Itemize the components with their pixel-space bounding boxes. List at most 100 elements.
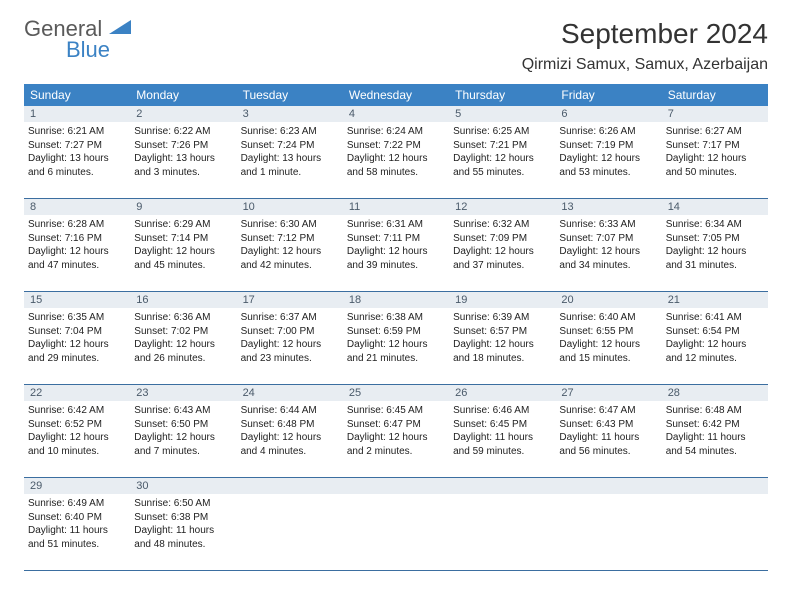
month-title: September 2024 (522, 18, 768, 50)
day-number: 22 (24, 385, 130, 401)
daylight-text: Daylight: 12 hours and 58 minutes. (347, 152, 445, 179)
sunset-text: Sunset: 6:52 PM (28, 418, 126, 432)
sunrise-text: Sunrise: 6:50 AM (134, 497, 232, 511)
daylight-text: Daylight: 12 hours and 42 minutes. (241, 245, 339, 272)
daylight-text: Daylight: 12 hours and 37 minutes. (453, 245, 551, 272)
sunset-text: Sunset: 7:14 PM (134, 232, 232, 246)
sunrise-text: Sunrise: 6:41 AM (666, 311, 764, 325)
sunrise-text: Sunrise: 6:29 AM (134, 218, 232, 232)
day-number: 5 (449, 106, 555, 122)
sunrise-text: Sunrise: 6:42 AM (28, 404, 126, 418)
daylight-text: Daylight: 12 hours and 2 minutes. (347, 431, 445, 458)
sunrise-text: Sunrise: 6:40 AM (559, 311, 657, 325)
calendar-page: General Blue September 2024 Qirmizi Samu… (0, 0, 792, 589)
daynum-row: 15161718192021 (24, 292, 768, 308)
daylight-text: Daylight: 12 hours and 21 minutes. (347, 338, 445, 365)
sunset-text: Sunset: 7:27 PM (28, 139, 126, 153)
week-row: Sunrise: 6:49 AMSunset: 6:40 PMDaylight:… (24, 494, 768, 571)
daylight-text: Daylight: 12 hours and 7 minutes. (134, 431, 232, 458)
day-number (662, 478, 768, 494)
day-number: 9 (130, 199, 236, 215)
day-cell: Sunrise: 6:25 AMSunset: 7:21 PMDaylight:… (449, 122, 555, 198)
daynum-row: 891011121314 (24, 199, 768, 215)
day-cell: Sunrise: 6:22 AMSunset: 7:26 PMDaylight:… (130, 122, 236, 198)
day-number: 3 (237, 106, 343, 122)
sunrise-text: Sunrise: 6:44 AM (241, 404, 339, 418)
sunset-text: Sunset: 7:07 PM (559, 232, 657, 246)
daynum-row: 1234567 (24, 106, 768, 122)
day-number: 7 (662, 106, 768, 122)
day-number: 1 (24, 106, 130, 122)
daylight-text: Daylight: 12 hours and 39 minutes. (347, 245, 445, 272)
weekday-header: Tuesday (237, 84, 343, 106)
day-number: 11 (343, 199, 449, 215)
daylight-text: Daylight: 11 hours and 51 minutes. (28, 524, 126, 551)
day-cell (555, 494, 661, 570)
sunset-text: Sunset: 7:24 PM (241, 139, 339, 153)
location-text: Qirmizi Samux, Samux, Azerbaijan (522, 56, 768, 74)
day-cell: Sunrise: 6:35 AMSunset: 7:04 PMDaylight:… (24, 308, 130, 384)
day-cell: Sunrise: 6:43 AMSunset: 6:50 PMDaylight:… (130, 401, 236, 477)
sunset-text: Sunset: 7:09 PM (453, 232, 551, 246)
day-cell: Sunrise: 6:24 AMSunset: 7:22 PMDaylight:… (343, 122, 449, 198)
day-number (555, 478, 661, 494)
day-number: 24 (237, 385, 343, 401)
weekday-header: Friday (555, 84, 661, 106)
day-cell: Sunrise: 6:32 AMSunset: 7:09 PMDaylight:… (449, 215, 555, 291)
day-cell: Sunrise: 6:45 AMSunset: 6:47 PMDaylight:… (343, 401, 449, 477)
sunrise-text: Sunrise: 6:31 AM (347, 218, 445, 232)
sunrise-text: Sunrise: 6:35 AM (28, 311, 126, 325)
sunrise-text: Sunrise: 6:26 AM (559, 125, 657, 139)
daylight-text: Daylight: 12 hours and 12 minutes. (666, 338, 764, 365)
sunrise-text: Sunrise: 6:34 AM (666, 218, 764, 232)
sunset-text: Sunset: 6:38 PM (134, 511, 232, 525)
day-cell: Sunrise: 6:26 AMSunset: 7:19 PMDaylight:… (555, 122, 661, 198)
weeks-container: 1234567Sunrise: 6:21 AMSunset: 7:27 PMDa… (24, 106, 768, 571)
sunrise-text: Sunrise: 6:47 AM (559, 404, 657, 418)
sunset-text: Sunset: 7:21 PM (453, 139, 551, 153)
daylight-text: Daylight: 12 hours and 45 minutes. (134, 245, 232, 272)
daylight-text: Daylight: 13 hours and 3 minutes. (134, 152, 232, 179)
sunset-text: Sunset: 6:43 PM (559, 418, 657, 432)
daylight-text: Daylight: 11 hours and 54 minutes. (666, 431, 764, 458)
day-number: 6 (555, 106, 661, 122)
daylight-text: Daylight: 13 hours and 6 minutes. (28, 152, 126, 179)
title-block: September 2024 Qirmizi Samux, Samux, Aze… (522, 18, 768, 74)
daylight-text: Daylight: 12 hours and 15 minutes. (559, 338, 657, 365)
sunset-text: Sunset: 7:11 PM (347, 232, 445, 246)
daylight-text: Daylight: 12 hours and 23 minutes. (241, 338, 339, 365)
weekday-header: Thursday (449, 84, 555, 106)
sunrise-text: Sunrise: 6:37 AM (241, 311, 339, 325)
weekday-header: Wednesday (343, 84, 449, 106)
sunset-text: Sunset: 7:19 PM (559, 139, 657, 153)
daylight-text: Daylight: 13 hours and 1 minute. (241, 152, 339, 179)
day-cell: Sunrise: 6:46 AMSunset: 6:45 PMDaylight:… (449, 401, 555, 477)
daylight-text: Daylight: 12 hours and 34 minutes. (559, 245, 657, 272)
day-number: 13 (555, 199, 661, 215)
day-cell: Sunrise: 6:28 AMSunset: 7:16 PMDaylight:… (24, 215, 130, 291)
sunset-text: Sunset: 6:45 PM (453, 418, 551, 432)
weekday-header-row: Sunday Monday Tuesday Wednesday Thursday… (24, 84, 768, 106)
sunset-text: Sunset: 6:59 PM (347, 325, 445, 339)
weekday-header: Saturday (662, 84, 768, 106)
day-number: 21 (662, 292, 768, 308)
day-number: 19 (449, 292, 555, 308)
day-number: 30 (130, 478, 236, 494)
daylight-text: Daylight: 12 hours and 31 minutes. (666, 245, 764, 272)
sunrise-text: Sunrise: 6:43 AM (134, 404, 232, 418)
day-number: 20 (555, 292, 661, 308)
day-number: 12 (449, 199, 555, 215)
sunset-text: Sunset: 6:54 PM (666, 325, 764, 339)
day-cell: Sunrise: 6:36 AMSunset: 7:02 PMDaylight:… (130, 308, 236, 384)
day-number: 8 (24, 199, 130, 215)
sunrise-text: Sunrise: 6:23 AM (241, 125, 339, 139)
day-cell: Sunrise: 6:21 AMSunset: 7:27 PMDaylight:… (24, 122, 130, 198)
day-cell: Sunrise: 6:34 AMSunset: 7:05 PMDaylight:… (662, 215, 768, 291)
sunset-text: Sunset: 6:40 PM (28, 511, 126, 525)
daylight-text: Daylight: 12 hours and 4 minutes. (241, 431, 339, 458)
day-cell: Sunrise: 6:31 AMSunset: 7:11 PMDaylight:… (343, 215, 449, 291)
week-row: Sunrise: 6:21 AMSunset: 7:27 PMDaylight:… (24, 122, 768, 199)
day-number: 23 (130, 385, 236, 401)
logo-triangle-icon (109, 23, 131, 40)
sunrise-text: Sunrise: 6:39 AM (453, 311, 551, 325)
